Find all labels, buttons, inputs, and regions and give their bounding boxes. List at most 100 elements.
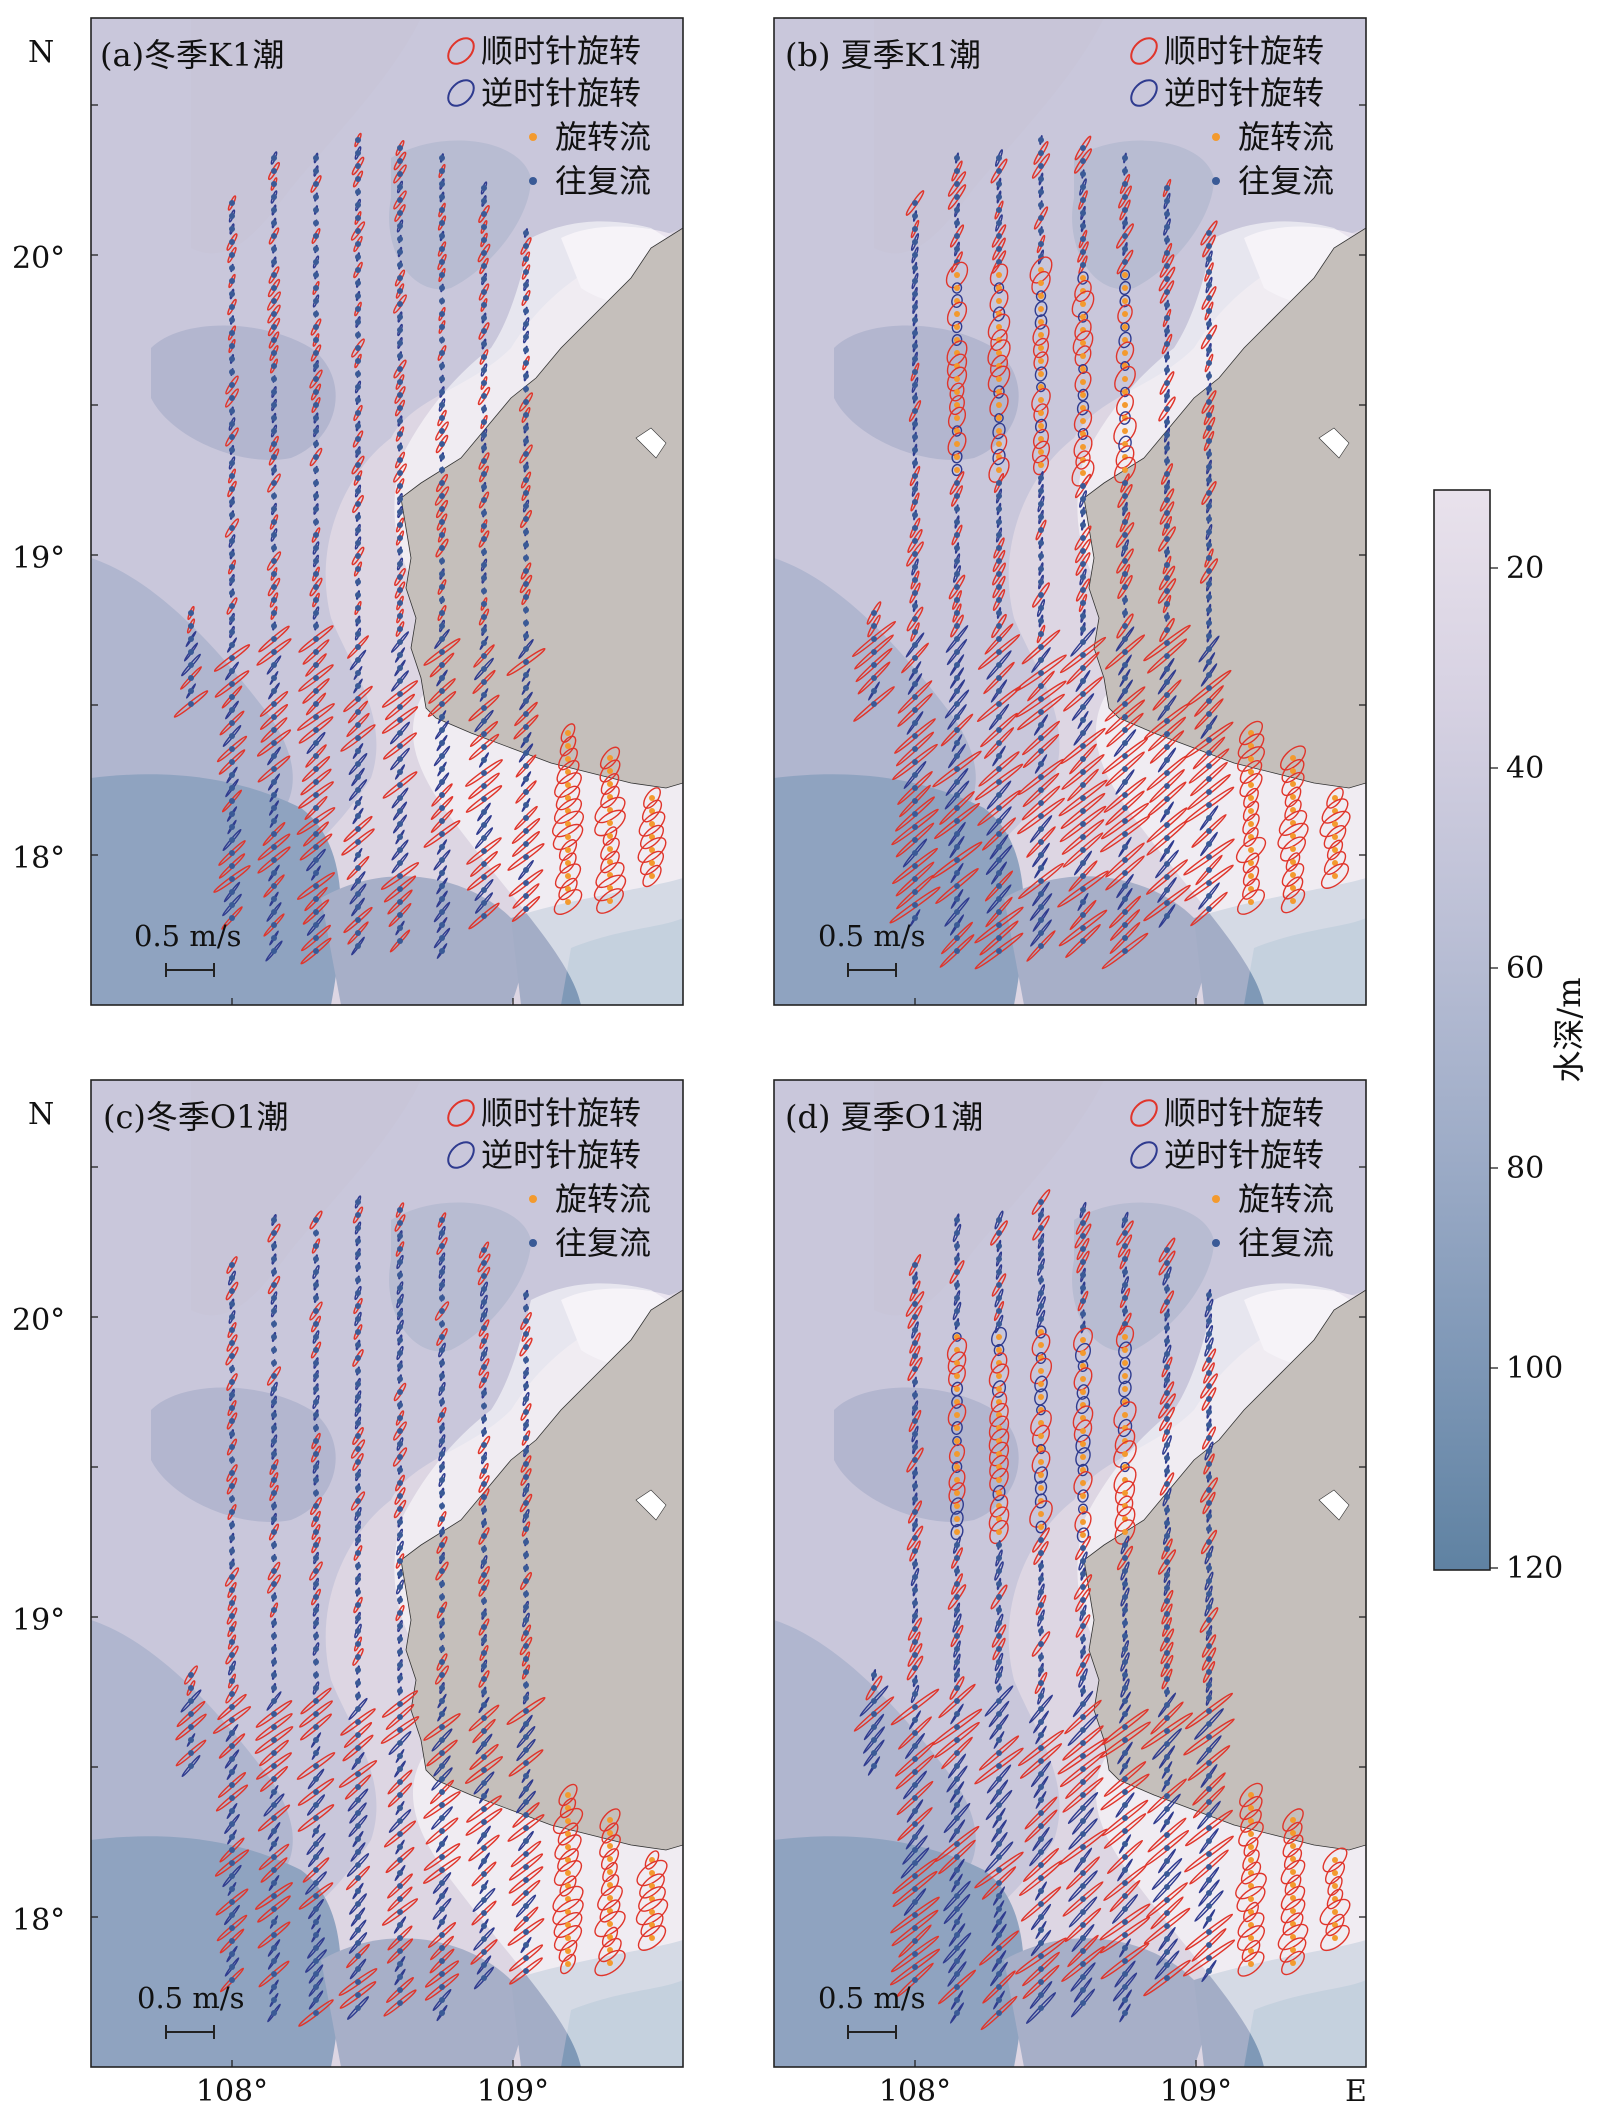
ellipse-center-dot: [355, 592, 361, 598]
ellipse-center-dot: [912, 1652, 918, 1658]
ellipse-center-dot: [397, 444, 403, 450]
tidal-ellipse: [1119, 280, 1131, 296]
ellipse-center-dot: [397, 301, 403, 307]
ellipse-center-dot: [1248, 743, 1254, 749]
ellipse-center-dot: [397, 288, 403, 294]
tidal-ellipse: [1277, 822, 1309, 850]
ellipse-center-dot: [439, 1490, 445, 1496]
ellipse-center-dot: [1080, 1649, 1086, 1655]
ellipse-center-dot: [1164, 1936, 1170, 1942]
ellipse-center-dot: [996, 753, 1002, 759]
ellipse-center-dot: [397, 1909, 403, 1915]
tidal-ellipse: [635, 1898, 669, 1926]
ellipse-center-dot: [912, 1847, 918, 1853]
ellipse-center-dot: [996, 1334, 1002, 1340]
ellipse-center-dot: [1164, 874, 1170, 880]
tidal-ellipse: [1076, 1527, 1090, 1543]
ellipse-center-dot: [313, 350, 319, 356]
ellipse-center-dot: [996, 1568, 1002, 1574]
tidal-ellipse: [951, 463, 963, 477]
tidal-ellipse: [1077, 1503, 1089, 1515]
ellipse-center-dot: [439, 1282, 445, 1288]
ellipse-center-dot: [271, 1373, 277, 1379]
tidal-ellipse: [1120, 322, 1130, 332]
ellipse-center-dot: [996, 428, 1002, 434]
ellipse-center-dot: [397, 457, 403, 463]
ellipse-center-dot: [313, 1763, 319, 1769]
ellipse-center-dot: [397, 236, 403, 242]
ellipse-center-dot: [271, 1828, 277, 1834]
ellipse-center-dot: [397, 782, 403, 788]
ellipse-center-dot: [1206, 815, 1212, 821]
ellipse-center-dot: [1164, 380, 1170, 386]
ellipse-center-dot: [481, 1624, 487, 1630]
ellipse-center-dot: [996, 1958, 1002, 1964]
ellipse-center-dot: [1122, 337, 1128, 343]
ellipse-center-dot: [355, 1472, 361, 1478]
ellipse-center-dot: [523, 542, 529, 548]
ellipse-center-dot: [1080, 873, 1086, 879]
ellipse-center-dot: [1248, 808, 1254, 814]
ellipse-center-dot: [1080, 1571, 1086, 1577]
tidal-ellipse: [1237, 1925, 1265, 1951]
tidal-ellipse: [554, 863, 582, 889]
ellipse-center-dot: [1290, 833, 1296, 839]
ellipse-center-dot: [397, 652, 403, 658]
ellipse-center-dot: [1164, 835, 1170, 841]
ellipse-center-dot: [912, 1691, 918, 1697]
ellipse-center-dot: [1122, 1737, 1128, 1743]
ellipse-center-dot: [313, 1503, 319, 1509]
ellipse-center-dot: [229, 330, 235, 336]
ellipse-center-dot: [954, 922, 960, 928]
tidal-ellipse: [1113, 456, 1137, 484]
ellipse-center-dot: [1038, 488, 1044, 494]
ellipse-center-dot: [912, 1509, 918, 1515]
ellipse-center-dot: [912, 1678, 918, 1684]
ellipse-center-dot: [481, 1741, 487, 1747]
ellipse-center-dot: [871, 701, 877, 707]
tidal-ellipse: [555, 785, 581, 811]
ellipse-center-dot: [996, 1646, 1002, 1652]
ellipse-center-dot: [912, 1782, 918, 1788]
ellipse-center-dot: [1080, 1753, 1086, 1759]
ellipse-center-dot: [1164, 367, 1170, 373]
ellipse-center-dot: [1164, 1637, 1170, 1643]
ellipse-center-dot: [1122, 1724, 1128, 1730]
ellipse-center-dot: [1122, 428, 1128, 434]
ellipse-center-dot: [1206, 854, 1212, 860]
ellipse-center-dot: [996, 1984, 1002, 1990]
ellipse-center-dot: [271, 1399, 277, 1405]
ellipse-center-dot: [271, 1880, 277, 1886]
tidal-ellipse: [1114, 1506, 1136, 1532]
ellipse-center-dot: [954, 883, 960, 889]
ellipse-center-dot: [1164, 1364, 1170, 1370]
ellipse-center-dot: [954, 558, 960, 564]
ellipse-center-dot: [1038, 878, 1044, 884]
ellipse-center-dot: [1206, 503, 1212, 509]
ellipse-center-dot: [1206, 568, 1212, 574]
ellipse-center-dot: [397, 1311, 403, 1317]
ellipse-center-dot: [523, 451, 529, 457]
ellipse-center-dot: [439, 1308, 445, 1314]
ellipse-center-dot: [271, 415, 277, 421]
ellipse-center-dot: [954, 662, 960, 668]
ellipse-center-dot: [1122, 1542, 1128, 1548]
ellipse-center-dot: [912, 1860, 918, 1866]
ellipse-center-dot: [439, 1347, 445, 1353]
ellipse-center-dot: [954, 1568, 960, 1574]
ellipse-center-dot: [565, 1870, 571, 1876]
ellipse-center-dot: [1164, 913, 1170, 919]
ellipse-center-dot: [439, 1399, 445, 1405]
ellipse-center-dot: [1206, 646, 1212, 652]
ellipse-center-dot: [1122, 1685, 1128, 1691]
ellipse-center-dot: [271, 207, 277, 213]
ellipse-center-dot: [271, 1529, 277, 1535]
ellipse-center-dot: [1122, 1750, 1128, 1756]
ellipse-center-dot: [954, 753, 960, 759]
ellipse-center-dot: [1164, 1819, 1170, 1825]
ellipse-center-dot: [523, 672, 529, 678]
ellipse-center-dot: [1122, 1776, 1128, 1782]
ellipse-center-dot: [1206, 373, 1212, 379]
ellipse-center-dot: [229, 1678, 235, 1684]
ellipse-center-dot: [481, 1962, 487, 1968]
